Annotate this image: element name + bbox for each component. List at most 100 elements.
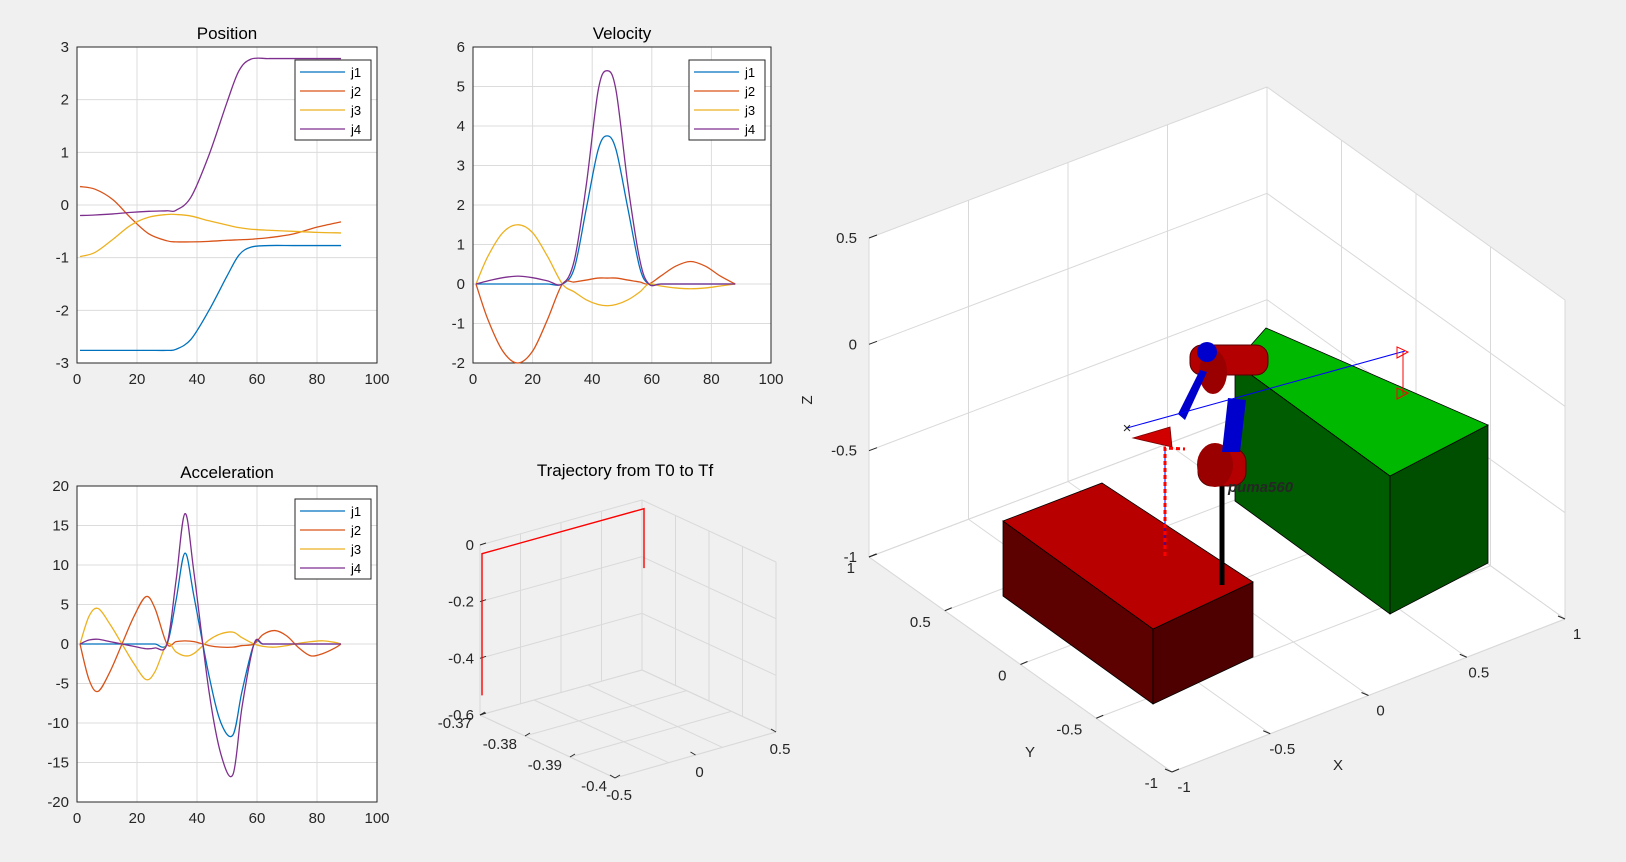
position-ytick-label: 0: [61, 197, 69, 214]
position-series-j4: [79, 57, 341, 217]
acceleration-ytick-label: 5: [61, 597, 69, 614]
velocity-frame: [472, 46, 772, 364]
position-axes: 0 20 40 60 80 100 -3 -2 -1 0 1 2 3 j1 j2 j3 j4 Position: [56, 24, 390, 388]
workspace-xtick: [1263, 730, 1271, 735]
workspace-ytick-label: -0.5: [1056, 721, 1082, 738]
acceleration-ytick-label: 0: [61, 636, 69, 653]
workspace-ztick-label: -1: [844, 549, 857, 566]
workspace-ytick-label: 1: [847, 560, 855, 577]
position-series-j1: [80, 244, 341, 352]
acceleration-xtick-label: 20: [129, 810, 146, 827]
trajectory-ytick: [614, 774, 621, 779]
trajectory-axes: 0-0.2-0.4-0.6-0.37-0.38-0.39-0.4-0.500.5…: [438, 461, 791, 804]
acceleration-ytick-label: -5: [56, 676, 69, 693]
workspace-y-label: Y: [1025, 744, 1035, 761]
acceleration-legend-label-j4: j4: [350, 561, 361, 576]
workspace-grid: [868, 405, 1268, 558]
trajectory-ytick: [569, 753, 576, 758]
workspace-xtick: [1557, 615, 1566, 620]
velocity-axes: 0 20 40 60 80 100 -2 -1 0 1 2 3 4 5 6 j1 j2 j3 j4 Velocity: [452, 24, 784, 388]
workspace-grid: [868, 192, 1268, 345]
workspace-grid: [1266, 192, 1566, 407]
velocity-xtick-label: 40: [584, 371, 601, 388]
robot-shoulder-joint: [1197, 443, 1233, 487]
workspace-axes: -1-0.500.5-1-0.500.51-1-0.500.51ZYX×puma…: [799, 86, 1581, 796]
position-ytick-label: -2: [56, 302, 69, 319]
workspace-ztick: [868, 447, 878, 452]
workspace-ytick-label: -1: [1145, 775, 1158, 792]
position-xtick-label: 80: [309, 371, 326, 388]
robot-upper-arm: [1222, 398, 1246, 452]
position-ytick-label: -1: [56, 250, 69, 267]
position-legend-label-j2: j2: [350, 84, 361, 99]
velocity-legend-label-j2: j2: [744, 84, 755, 99]
velocity-legend-label-j4: j4: [744, 122, 755, 137]
position-title: Position: [197, 24, 257, 43]
acceleration-xtick-label: 80: [309, 810, 326, 827]
trajectory-title: Trajectory from T0 to Tf: [537, 461, 714, 480]
workspace-grid: [1266, 86, 1566, 301]
workspace-z-label: Z: [799, 395, 816, 404]
position-legend: j1 j2 j3 j4: [294, 59, 372, 141]
trajectory-grid: [479, 669, 643, 716]
trajectory-xtick-label: -0.5: [606, 787, 632, 804]
trajectory-grid: [479, 556, 643, 603]
velocity-xtick-label: 100: [758, 371, 783, 388]
position-legend-label-j3: j3: [350, 103, 361, 118]
trajectory-ytick-label: -0.37: [438, 715, 472, 732]
workspace-grid: [868, 86, 1268, 239]
trajectory-grid: [479, 499, 643, 546]
workspace-ztick-label: 0: [849, 336, 857, 353]
trajectory-ytick-label: -0.39: [528, 757, 562, 774]
robot-elbow-joint: [1197, 342, 1217, 362]
robot-gripper: [1131, 426, 1173, 448]
red-box: [1002, 482, 1254, 705]
workspace-xtick-label: 1: [1573, 626, 1581, 643]
workspace-ztick-label: 0.5: [836, 230, 857, 247]
robot-trajectory-path: [1163, 446, 1186, 556]
acceleration-xtick-label: 60: [249, 810, 266, 827]
workspace-ytick: [1171, 768, 1180, 773]
trajectory-grid: [569, 710, 732, 758]
green-box: [1234, 327, 1489, 615]
trajectory-grid: [524, 690, 687, 737]
trajectory-ytick-label: -0.4: [581, 778, 607, 795]
trajectory-grid: [641, 669, 777, 733]
velocity-xtick-label: 20: [524, 371, 541, 388]
workspace-ytick-label: 0.5: [910, 614, 931, 631]
trajectory-ztick-label: -0.6: [448, 707, 474, 724]
trajectory-ztick: [479, 542, 487, 546]
trajectory-ytick-label: -0.38: [483, 736, 517, 753]
trajectory-ztick: [479, 599, 487, 603]
position-ytick-label: 2: [61, 92, 69, 109]
acceleration-legend-box: [294, 498, 372, 580]
trajectory-grid: [641, 556, 777, 620]
trajectory-grid: [533, 699, 669, 764]
workspace-ztick: [868, 234, 878, 239]
acceleration-series-j4: [79, 512, 341, 778]
acceleration-ytick-label: 10: [52, 557, 69, 574]
workspace-xtick: [1459, 653, 1467, 658]
tool-frame-x-axis: [1126, 350, 1406, 429]
position-xtick-label: 20: [129, 371, 146, 388]
position-frame: [76, 46, 378, 364]
position-ytick-label: 1: [61, 144, 69, 161]
position-xtick-label: 40: [189, 371, 206, 388]
workspace-ytick: [944, 607, 952, 612]
workspace-x-label: X: [1333, 757, 1343, 774]
red-box-top-face: [1002, 482, 1254, 630]
position-xtick-label: 0: [73, 371, 81, 388]
acceleration-title: Acceleration: [180, 463, 274, 482]
puma560-robot: × puma560: [1123, 342, 1410, 585]
trajectory-grid: [641, 499, 777, 563]
velocity-legend-box: [688, 59, 766, 141]
velocity-ytick-label: 0: [457, 276, 465, 293]
trajectory-xtick-label: 0: [695, 764, 703, 781]
velocity-xtick-label: 60: [643, 371, 660, 388]
position-ytick-label: 3: [61, 39, 69, 56]
position-xtick-label: 100: [364, 371, 389, 388]
velocity-xtick-label: 80: [703, 371, 720, 388]
workspace-xtick-label: 0.5: [1468, 664, 1489, 681]
trajectory-ztick: [479, 655, 487, 659]
acceleration-ytick-label: -20: [47, 794, 69, 811]
